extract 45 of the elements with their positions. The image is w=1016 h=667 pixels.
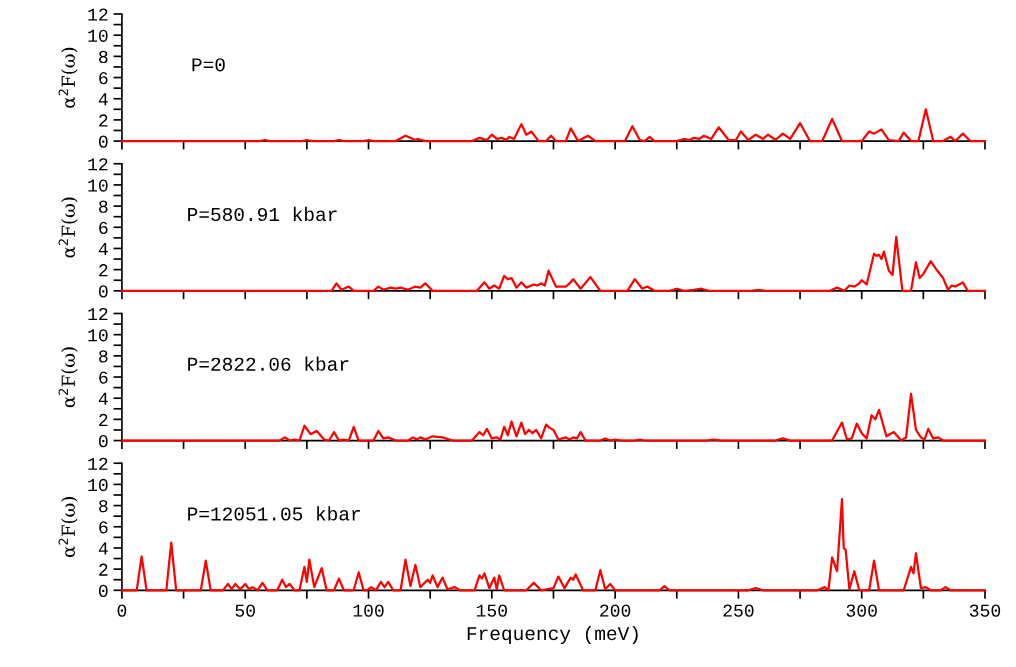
x-tick-label: 0 bbox=[117, 604, 127, 617]
annotation: P=12051.05 kbar bbox=[188, 506, 360, 521]
y-tick-label: 8 bbox=[99, 200, 108, 213]
x-tick-label: 300 bbox=[846, 604, 877, 617]
y-tick-label: 6 bbox=[99, 72, 108, 85]
y-tick-label: 10 bbox=[88, 329, 108, 342]
y-tick-label: 4 bbox=[98, 243, 108, 255]
y-tick-label: 8 bbox=[99, 50, 108, 64]
y-tick-label: 2 bbox=[99, 563, 108, 576]
y-tick-label: 10 bbox=[88, 179, 108, 192]
y-tick-label: 2 bbox=[99, 264, 108, 277]
y-tick-label: 6 bbox=[99, 221, 108, 234]
y-tick-label: 10 bbox=[88, 29, 108, 42]
x-tick-label: 350 bbox=[969, 604, 1001, 617]
y-tick-label: 4 bbox=[98, 542, 108, 555]
annotation: P=0 bbox=[192, 58, 225, 72]
annotation: P=2822.06 kbar bbox=[188, 356, 349, 371]
y-tick-label: 0 bbox=[98, 285, 108, 298]
y-tick-label: 2 bbox=[99, 114, 108, 127]
y-tick-label: 6 bbox=[99, 521, 108, 534]
y-axis-title: α$^{2}$F(ω) bbox=[58, 47, 78, 108]
y-tick-label: 12 bbox=[88, 457, 108, 470]
y-tick-label: 6 bbox=[99, 371, 108, 384]
y-tick-label: 4 bbox=[98, 93, 108, 106]
y-tick-label: 8 bbox=[99, 350, 108, 363]
y-tick-label: 10 bbox=[88, 478, 108, 492]
y-tick-label: 8 bbox=[99, 500, 108, 513]
y-tick-label: 12 bbox=[88, 158, 108, 171]
x-tick-label: 50 bbox=[235, 604, 255, 617]
y-tick-label: 4 bbox=[98, 392, 108, 405]
y-tick-label: 0 bbox=[98, 135, 108, 148]
y-axis-title: α$^{2}$F(ω) bbox=[58, 347, 78, 408]
y-tick-label: 12 bbox=[88, 8, 108, 21]
x-tick-label: 150 bbox=[476, 604, 507, 617]
x-axis-title: Frequency (meV) bbox=[467, 625, 638, 644]
y-tick-label: 0 bbox=[98, 584, 108, 598]
y-axis-title: α$^{2}$F(ω) bbox=[58, 197, 78, 258]
x-tick-label: 100 bbox=[353, 604, 384, 617]
x-tick-label: 250 bbox=[723, 604, 754, 617]
annotation: P=580.91 kbar bbox=[188, 206, 337, 222]
y-tick-label: 12 bbox=[88, 307, 108, 321]
y-tick-label: 2 bbox=[99, 413, 108, 426]
y-tick-label: 0 bbox=[98, 435, 108, 448]
x-tick-label: 200 bbox=[600, 604, 631, 617]
y-axis-title: α$^{2}$F(ω) bbox=[58, 497, 78, 558]
